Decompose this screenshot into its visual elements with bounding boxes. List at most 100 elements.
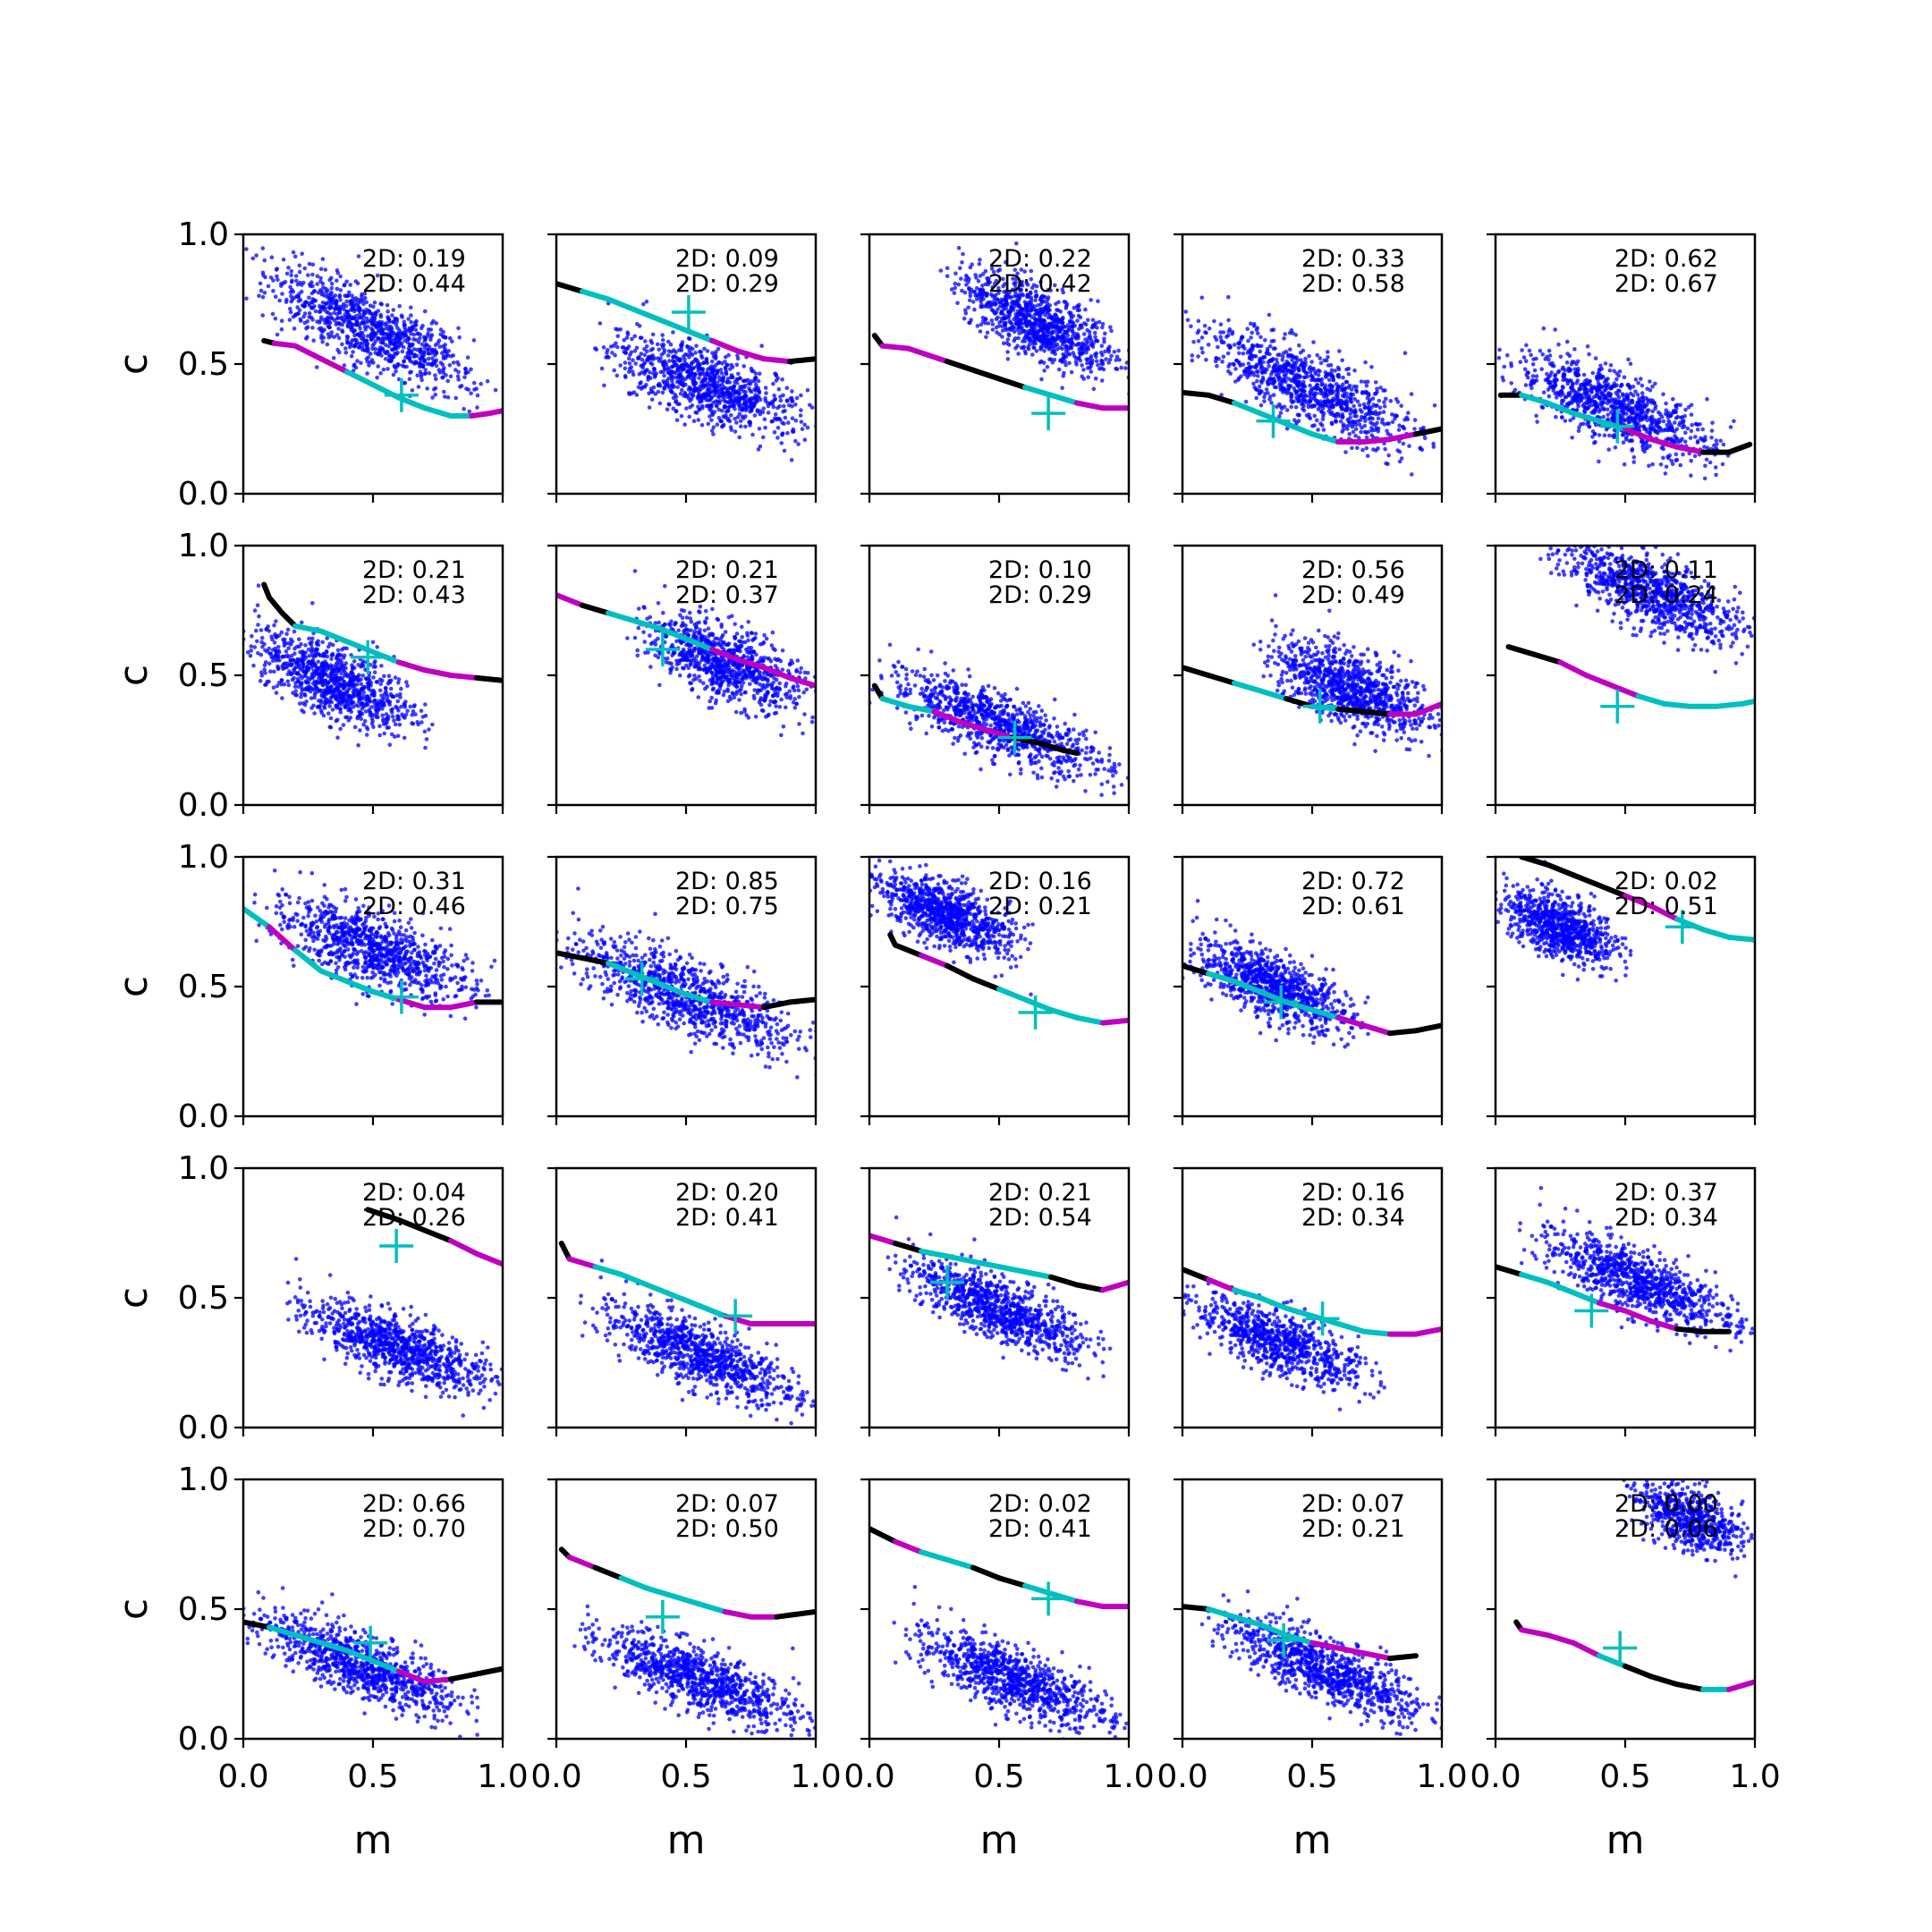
scatter-point — [471, 380, 477, 386]
scatter-point — [1307, 353, 1311, 359]
scatter-point — [772, 430, 777, 435]
scatter-point — [345, 323, 351, 327]
curve-segment — [1206, 392, 1237, 406]
scatter-point — [1341, 414, 1345, 419]
target-marker — [1256, 403, 1291, 438]
scatter-point — [1106, 360, 1111, 365]
scatter-point — [370, 640, 376, 645]
scatter-point — [978, 258, 982, 262]
scatter-point — [394, 317, 400, 322]
scatter-point — [1364, 445, 1369, 451]
curve-segment — [1232, 400, 1263, 417]
scatter-point — [1062, 300, 1067, 304]
scatter-point — [268, 669, 273, 674]
scatter-point — [1546, 394, 1552, 399]
scatter-point — [1562, 372, 1567, 377]
scatter-point — [736, 371, 741, 377]
scatter-point — [1097, 367, 1102, 371]
scatter-point — [677, 365, 682, 370]
scatter-point — [1196, 318, 1201, 324]
scatter-point — [663, 367, 668, 372]
scatter-point — [295, 282, 301, 287]
scatter-point — [1353, 387, 1359, 393]
scatter-point — [1367, 416, 1371, 421]
scatter-point — [1271, 393, 1276, 397]
scatter-point — [1678, 462, 1682, 468]
scatter-point — [369, 716, 375, 721]
scatter-point — [394, 322, 399, 327]
scatter-point — [1225, 351, 1231, 356]
scatter-point — [1673, 434, 1677, 438]
scatter-point — [1330, 384, 1335, 389]
scatter-point — [1670, 462, 1675, 467]
scatter-point — [403, 712, 409, 717]
scatter-point — [1099, 378, 1105, 383]
scatter-point — [604, 355, 608, 360]
scatter-point — [1056, 308, 1061, 313]
scatter-point — [329, 297, 334, 302]
scatter-point — [778, 398, 784, 403]
scatter-point — [1380, 417, 1385, 422]
scatter-point — [668, 342, 674, 347]
scatter-point — [1277, 402, 1282, 407]
scatter-point — [1014, 241, 1019, 246]
scatter-point — [1026, 346, 1031, 352]
scatter-point — [682, 422, 687, 428]
scatter-point — [1047, 341, 1053, 345]
scatter-point — [680, 387, 684, 393]
scatter-point — [1190, 353, 1195, 358]
scatter-point — [1004, 302, 1009, 308]
scatter-point — [642, 352, 648, 358]
curve-segment — [683, 327, 715, 343]
scatter-point — [1695, 440, 1700, 445]
scatter-point — [666, 339, 671, 344]
scatter-point — [327, 306, 333, 311]
scatter-point — [1611, 407, 1615, 412]
scatter-point — [307, 295, 311, 301]
scatter-point — [273, 294, 278, 300]
scatter-point — [758, 411, 763, 417]
scatter-point — [372, 342, 377, 346]
scatter-point — [1069, 337, 1073, 342]
scatter-point — [387, 335, 392, 340]
scatter-point — [1606, 377, 1610, 381]
scatter-point — [1570, 436, 1574, 440]
scatter-point — [1631, 411, 1636, 416]
scatter-point — [716, 416, 722, 420]
scatter-point — [1107, 344, 1112, 350]
scatter-point — [1600, 375, 1606, 379]
scatter-point — [1278, 411, 1284, 415]
scatter-point — [1521, 355, 1527, 360]
scatter-point — [962, 290, 968, 295]
scatter-point — [1041, 318, 1046, 324]
scatter-point — [1657, 425, 1661, 430]
plot-area — [244, 246, 503, 419]
scatter-point — [1606, 382, 1611, 387]
scatter-point — [275, 267, 280, 271]
scatter-point — [310, 318, 315, 322]
scatter-point — [1643, 413, 1648, 419]
scatter-point — [1286, 386, 1292, 391]
scatter-point — [1636, 400, 1640, 405]
scatter-point — [644, 344, 649, 349]
scatter-point — [1043, 343, 1047, 349]
scatter-point — [349, 353, 354, 359]
scatter-point — [409, 319, 414, 325]
scatter-point — [376, 352, 381, 357]
scatter-point — [1308, 383, 1312, 388]
scatter-point — [1549, 370, 1554, 375]
scatter-point — [1342, 394, 1347, 399]
scatter-point — [1262, 394, 1267, 400]
scatter-point — [686, 374, 691, 379]
scatter-point — [1022, 269, 1027, 274]
scatter-point — [666, 376, 671, 381]
scatter-point — [320, 281, 326, 286]
scatter-point — [772, 394, 776, 398]
scatter-point — [786, 420, 791, 425]
scatter-point — [691, 393, 696, 398]
scatter-point — [385, 302, 390, 308]
scatter-point — [775, 405, 780, 411]
scatter-point — [260, 313, 266, 318]
scatter-point — [1688, 436, 1693, 440]
scatter-point — [300, 251, 305, 257]
